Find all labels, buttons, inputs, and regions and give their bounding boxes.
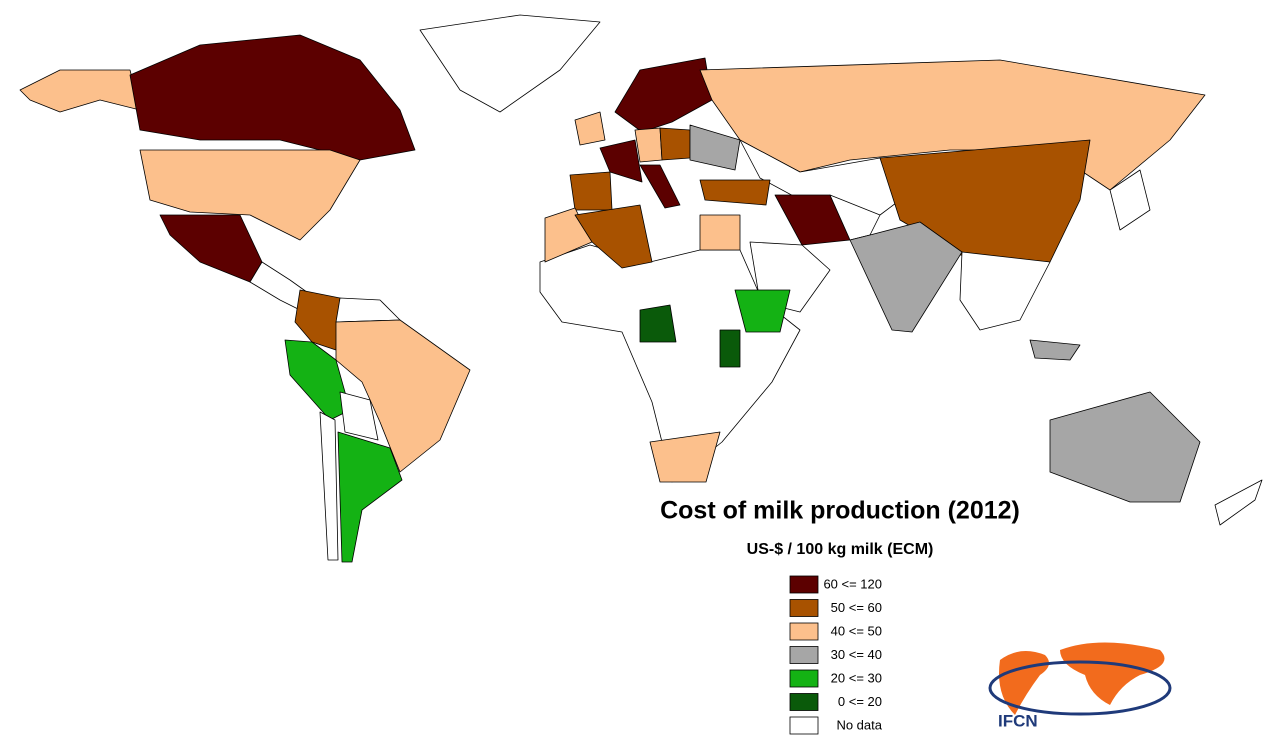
region bbox=[1109, 169, 1151, 231]
logo-shape bbox=[1060, 642, 1165, 705]
legend-label: 20 <= 30 bbox=[831, 670, 882, 685]
logo: IFCN bbox=[988, 642, 1172, 730]
region bbox=[129, 34, 416, 161]
region bbox=[19, 69, 141, 113]
legend-label: No data bbox=[836, 717, 882, 732]
world-map bbox=[19, 14, 1263, 563]
legend-swatch bbox=[789, 646, 819, 664]
region bbox=[335, 297, 401, 323]
region bbox=[339, 391, 379, 441]
region bbox=[699, 214, 741, 251]
legend-swatch bbox=[789, 622, 819, 641]
region bbox=[574, 111, 606, 146]
legend-swatch bbox=[789, 599, 819, 617]
region bbox=[639, 304, 677, 343]
region bbox=[1049, 391, 1201, 503]
legend-swatch bbox=[789, 669, 819, 688]
region bbox=[734, 289, 791, 333]
legend-label: 40 <= 50 bbox=[831, 623, 882, 638]
region bbox=[639, 164, 681, 209]
region bbox=[614, 57, 713, 133]
legend-swatch bbox=[789, 575, 819, 594]
region bbox=[1029, 339, 1081, 361]
region bbox=[634, 127, 663, 163]
legend-label: 30 <= 40 bbox=[831, 647, 882, 662]
title: Cost of milk production (2012) bbox=[660, 497, 1020, 525]
logo-text: IFCN bbox=[998, 711, 1038, 730]
region bbox=[539, 244, 801, 483]
region bbox=[419, 14, 601, 113]
logo-orbit bbox=[988, 660, 1172, 716]
region bbox=[699, 179, 771, 206]
legend-label: 0 <= 20 bbox=[838, 694, 882, 709]
region bbox=[574, 204, 653, 269]
region bbox=[335, 319, 471, 473]
subtitle: US-$ / 100 kg milk (ECM) bbox=[747, 541, 934, 558]
region bbox=[959, 251, 1051, 331]
legend-swatch bbox=[789, 693, 819, 711]
region bbox=[294, 289, 341, 351]
legend-label: 60 <= 120 bbox=[823, 576, 882, 591]
legend: 60 <= 120 50 <= 60 40 <= 50 30 <= 40 20 <= 3… bbox=[789, 575, 883, 735]
logo-shape bbox=[999, 651, 1049, 715]
region bbox=[569, 171, 613, 211]
region bbox=[649, 431, 721, 483]
region bbox=[139, 149, 361, 241]
region bbox=[719, 329, 741, 368]
region bbox=[319, 411, 339, 561]
legend-swatch bbox=[789, 716, 819, 735]
region bbox=[337, 431, 403, 563]
region bbox=[159, 214, 263, 283]
region bbox=[599, 139, 643, 183]
region bbox=[1214, 479, 1263, 526]
legend-label: 50 <= 60 bbox=[831, 600, 882, 615]
region bbox=[689, 124, 741, 171]
region bbox=[659, 127, 691, 161]
